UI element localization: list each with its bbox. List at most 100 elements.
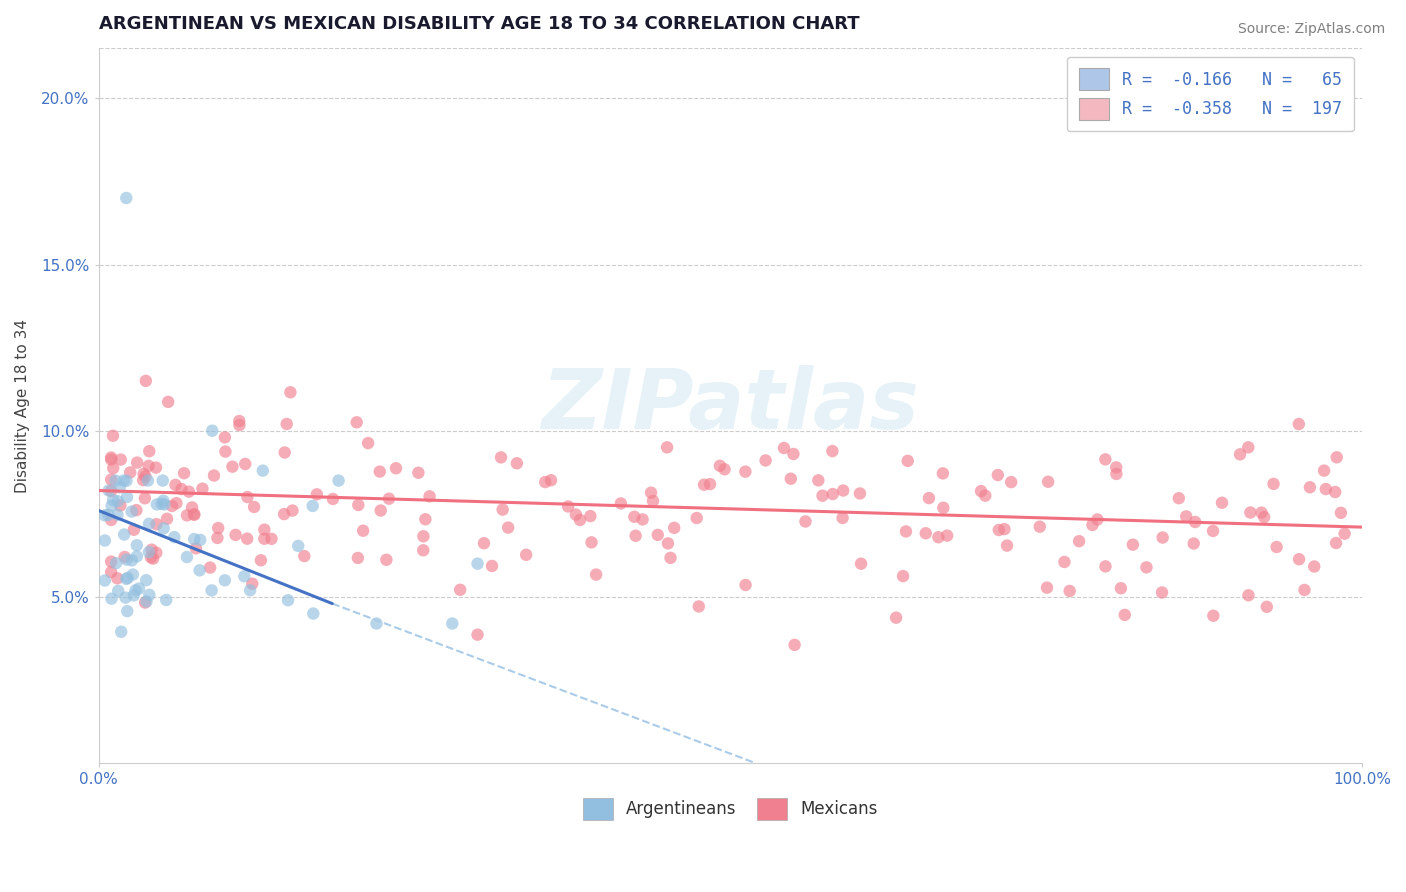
Point [347, 498, 370, 512]
Point [150, 497, 173, 511]
Point [153, 497, 176, 511]
Point [155, 593, 177, 607]
Point [233, 569, 256, 583]
Point [366, 616, 388, 631]
Point [100, 483, 122, 498]
Point [122, 567, 145, 582]
Point [322, 491, 344, 506]
Point [157, 395, 180, 409]
Point [125, 549, 148, 564]
Point [659, 550, 682, 565]
Point [273, 507, 295, 521]
Point [101, 428, 124, 442]
Point [1324, 536, 1347, 550]
Point [1326, 450, 1348, 465]
Point [467, 557, 489, 571]
Point [94, 574, 117, 588]
Point [1333, 526, 1355, 541]
Point [122, 589, 145, 603]
Legend: Argentineans, Mexicans: Argentineans, Mexicans [576, 791, 884, 826]
Point [152, 521, 174, 535]
Point [136, 474, 159, 488]
Point [1256, 599, 1278, 614]
Point [112, 527, 135, 541]
Point [173, 467, 195, 481]
Point [302, 607, 325, 621]
Point [100, 513, 122, 527]
Point [1315, 482, 1337, 496]
Point [1184, 515, 1206, 529]
Point [974, 489, 997, 503]
Point [181, 500, 204, 515]
Point [280, 385, 302, 400]
Point [252, 464, 274, 478]
Point [120, 466, 142, 480]
Point [489, 450, 512, 465]
Text: Source: ZipAtlas.com: Source: ZipAtlas.com [1237, 22, 1385, 37]
Point [565, 508, 588, 522]
Point [1036, 581, 1059, 595]
Point [225, 528, 247, 542]
Point [138, 588, 160, 602]
Point [176, 508, 198, 523]
Point [1059, 583, 1081, 598]
Point [849, 486, 872, 500]
Point [100, 565, 122, 579]
Point [347, 551, 370, 566]
Point [623, 509, 645, 524]
Point [214, 574, 236, 588]
Point [228, 418, 250, 433]
Point [110, 499, 132, 513]
Point [1167, 491, 1189, 506]
Point [183, 532, 205, 546]
Point [1324, 485, 1347, 500]
Point [117, 571, 139, 585]
Point [1237, 441, 1260, 455]
Point [357, 436, 380, 450]
Point [557, 500, 579, 514]
Point [686, 511, 709, 525]
Point [496, 520, 519, 534]
Point [1109, 581, 1132, 595]
Point [292, 549, 315, 563]
Point [135, 573, 157, 587]
Point [115, 474, 138, 488]
Point [1087, 512, 1109, 526]
Point [492, 502, 515, 516]
Point [233, 457, 256, 471]
Point [135, 374, 157, 388]
Point [121, 553, 143, 567]
Point [1202, 524, 1225, 538]
Point [441, 616, 464, 631]
Point [100, 555, 122, 569]
Point [657, 536, 679, 550]
Point [201, 424, 224, 438]
Point [134, 491, 156, 506]
Point [260, 532, 283, 546]
Point [117, 604, 139, 618]
Point [188, 533, 211, 547]
Point [987, 523, 1010, 537]
Point [1202, 608, 1225, 623]
Point [688, 599, 710, 614]
Point [100, 452, 122, 467]
Point [236, 490, 259, 504]
Point [415, 512, 437, 526]
Point [122, 523, 145, 537]
Point [412, 543, 434, 558]
Point [1288, 552, 1310, 566]
Point [794, 515, 817, 529]
Point [214, 444, 236, 458]
Point [807, 474, 830, 488]
Point [1029, 519, 1052, 533]
Text: ARGENTINEAN VS MEXICAN DISABILITY AGE 18 TO 34 CORRELATION CHART: ARGENTINEAN VS MEXICAN DISABILITY AGE 18… [98, 15, 859, 33]
Point [579, 509, 602, 524]
Point [699, 477, 721, 491]
Point [134, 596, 156, 610]
Text: ZIPatlas: ZIPatlas [541, 366, 920, 446]
Point [183, 508, 205, 522]
Point [240, 576, 263, 591]
Point [849, 557, 872, 571]
Point [276, 417, 298, 431]
Point [100, 473, 122, 487]
